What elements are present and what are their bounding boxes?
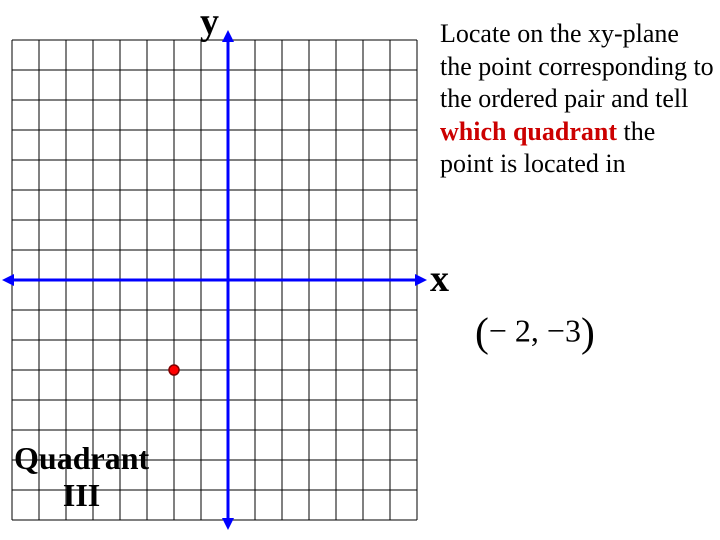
pair-comma: , [531, 312, 547, 348]
y-axis-label-text: y [200, 1, 219, 43]
quadrant-label-line1: Quadrant [14, 440, 149, 476]
quadrant-label: Quadrant III [14, 440, 149, 514]
instruction-part: ordered pair and tell [478, 84, 688, 113]
y-axis-label: y [200, 0, 219, 44]
pair-open-paren: ( [475, 308, 489, 356]
instruction-text: Locate on the xy-plane the point corresp… [440, 18, 715, 181]
x-axis-label-text: x [430, 258, 449, 300]
instruction-part: Locate on the [440, 19, 588, 48]
ordered-pair: (− 2, −3) [475, 310, 595, 358]
plotted-point [169, 365, 179, 375]
pair-a: − 2 [489, 312, 531, 348]
instruction-part: which quadrant [440, 117, 617, 146]
pair-b: −3 [547, 312, 581, 348]
pair-close-paren: ) [581, 308, 595, 356]
x-axis-label: x [430, 257, 449, 301]
quadrant-label-line2: III [63, 477, 100, 513]
instruction-part: the [617, 117, 655, 146]
instruction-part: point is located in [440, 149, 626, 178]
